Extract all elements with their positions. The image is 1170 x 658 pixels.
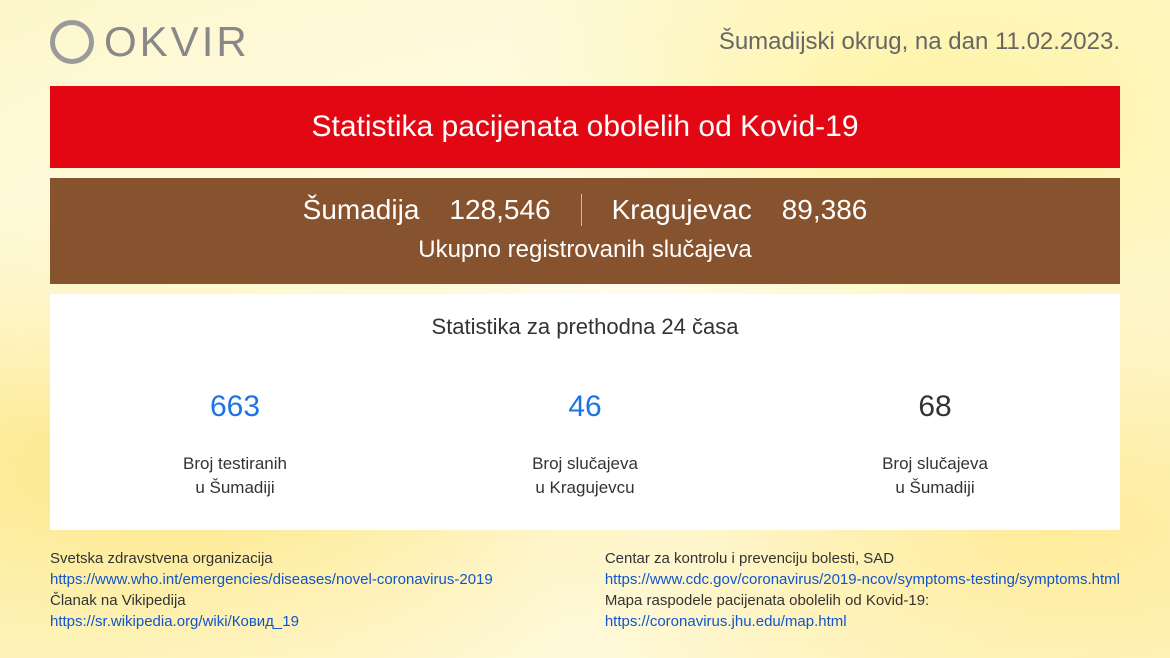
stat-block: 46 Broj slučajeva u Kragujevcu bbox=[410, 390, 760, 500]
totals-subtitle: Ukupno registrovanih slučajeva bbox=[60, 236, 1110, 264]
footer-cdc-link[interactable]: https://www.cdc.gov/coronavirus/2019-nco… bbox=[605, 571, 1120, 588]
date-value: 11.02.2023. bbox=[995, 28, 1120, 55]
footer-wiki-link[interactable]: https://sr.wikipedia.org/wiki/Ковид_19 bbox=[50, 613, 299, 630]
stat-value-0: 663 bbox=[60, 390, 410, 424]
stats-panel: Statistika za prethodna 24 časa 663 Broj… bbox=[50, 294, 1120, 530]
region1-value: 128,546 bbox=[449, 194, 550, 226]
region2-label: Kragujevac bbox=[612, 194, 752, 226]
logo-circle-icon bbox=[50, 20, 94, 64]
divider-icon bbox=[581, 194, 582, 226]
footer-who-label: Svetska zdravstvena organizacija bbox=[50, 548, 493, 569]
footer-who-link[interactable]: https://www.who.int/emergencies/diseases… bbox=[50, 571, 493, 588]
stat-value-1: 46 bbox=[410, 390, 760, 424]
region1-label: Šumadija bbox=[303, 194, 420, 226]
logo-text: OKVIR bbox=[104, 18, 250, 66]
footer-map-label: Mapa raspodele pacijenata obolelih od Ko… bbox=[605, 590, 1120, 611]
stats-row: 663 Broj testiranih u Šumadiji 46 Broj s… bbox=[60, 390, 1110, 500]
stat-value-2: 68 bbox=[760, 390, 1110, 424]
header: OKVIR Šumadijski okrug, na dan 11.02.202… bbox=[0, 0, 1170, 76]
totals-row: Šumadija 128,546 Kragujevac 89,386 bbox=[60, 194, 1110, 226]
stat-label-2: Broj slučajeva u Šumadiji bbox=[760, 452, 1110, 500]
footer-right: Centar za kontrolu i prevenciju bolesti,… bbox=[605, 548, 1120, 632]
date-line: Šumadijski okrug, na dan 11.02.2023. bbox=[719, 28, 1120, 56]
totals-banner: Šumadija 128,546 Kragujevac 89,386 Ukupn… bbox=[50, 178, 1120, 284]
region2-value: 89,386 bbox=[782, 194, 868, 226]
footer-left: Svetska zdravstvena organizacija https:/… bbox=[50, 548, 493, 632]
stat-label-1: Broj slučajeva u Kragujevcu bbox=[410, 452, 760, 500]
footer-wiki-label: Članak na Vikipedija bbox=[50, 590, 493, 611]
logo: OKVIR bbox=[50, 18, 250, 66]
region-label: Šumadijski okrug, na dan bbox=[719, 28, 995, 55]
footer-map-link[interactable]: https://coronavirus.jhu.edu/map.html bbox=[605, 613, 847, 630]
stats-title: Statistika za prethodna 24 časa bbox=[60, 314, 1110, 340]
title-text: Statistika pacijenata obolelih od Kovid-… bbox=[311, 110, 858, 143]
footer-cdc-label: Centar za kontrolu i prevenciju bolesti,… bbox=[605, 548, 1120, 569]
footer: Svetska zdravstvena organizacija https:/… bbox=[0, 540, 1170, 632]
title-banner: Statistika pacijenata obolelih od Kovid-… bbox=[50, 86, 1120, 168]
stat-block: 68 Broj slučajeva u Šumadiji bbox=[760, 390, 1110, 500]
stat-block: 663 Broj testiranih u Šumadiji bbox=[60, 390, 410, 500]
stat-label-0: Broj testiranih u Šumadiji bbox=[60, 452, 410, 500]
